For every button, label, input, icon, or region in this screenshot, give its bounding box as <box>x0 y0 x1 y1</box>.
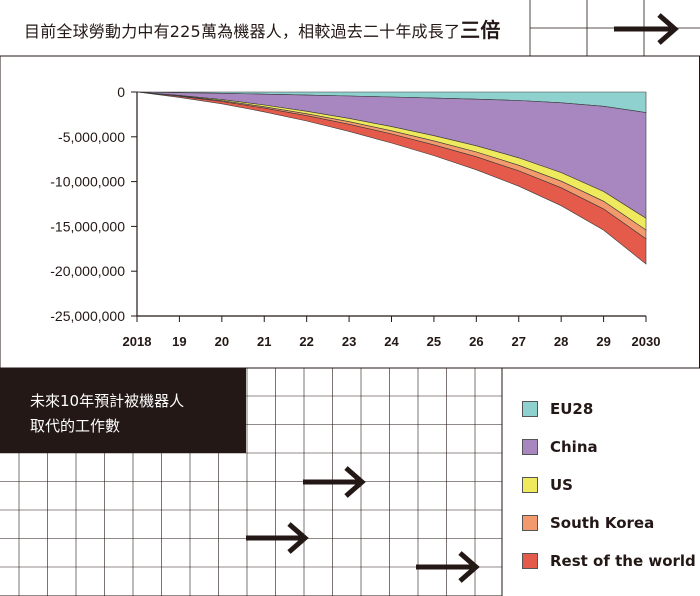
x-tick-label: 20 <box>215 334 229 349</box>
legend: EU28 China US South Korea Rest of the world <box>502 368 700 596</box>
x-tick-label: 24 <box>384 334 399 349</box>
legend-swatch <box>522 401 538 417</box>
x-tick-label: 26 <box>469 334 483 349</box>
arrow-icon <box>614 13 679 45</box>
subtitle-line-1: 未來10年預計被機器人 <box>30 392 185 410</box>
decorative-arrows <box>246 13 679 583</box>
legend-swatch <box>522 439 538 455</box>
legend-label: South Korea <box>550 514 655 532</box>
headline-text: 目前全球勞動力中有225萬為機器人，相較過去二十年成長了 <box>24 22 461 41</box>
arrow-icon <box>303 466 366 498</box>
arrow-head <box>657 13 679 45</box>
chart-plot: 0 -5,000,000 -10,000,000 -15,000,000 -20,000… <box>50 84 660 349</box>
x-tick-label: 2030 <box>632 334 661 349</box>
legend-label: US <box>550 476 573 494</box>
legend-swatch <box>522 553 538 569</box>
area-rest-of-the-world <box>136 91 647 265</box>
x-tick-label: 27 <box>512 334 526 349</box>
y-tick-label: 0 <box>117 84 125 100</box>
x-tick-label: 2018 <box>123 334 152 349</box>
y-tick-label: -20,000,000 <box>50 263 125 279</box>
x-tick-label: 23 <box>342 334 356 349</box>
arrow-icon <box>246 522 309 554</box>
arrow-head <box>458 551 480 583</box>
arrow-icon <box>416 551 480 583</box>
subtitle-line-2: 取代的工作數 <box>30 417 121 435</box>
x-tick-label: 21 <box>257 334 271 349</box>
arrow-head <box>344 466 366 498</box>
subtitle-box: 未來10年預計被機器人 取代的工作數 <box>0 368 246 453</box>
x-tick-label: 19 <box>172 334 186 349</box>
x-tick-label: 22 <box>299 334 313 349</box>
legend-label: Rest of the world <box>550 552 696 570</box>
headline-emphasis: 三倍 <box>460 18 501 42</box>
x-tick-label: 25 <box>427 334 441 349</box>
headline: 目前全球勞動力中有225萬為機器人，相較過去二十年成長了三倍 <box>24 14 501 43</box>
legend-label: EU28 <box>550 400 594 418</box>
legend-label: China <box>550 438 598 456</box>
y-tick-label: -15,000,000 <box>50 218 125 234</box>
legend-swatch <box>522 515 538 531</box>
y-tick-label: -25,000,000 <box>50 308 125 324</box>
arrow-head <box>287 522 309 554</box>
y-tick-label: -5,000,000 <box>58 129 125 145</box>
x-tick-label: 29 <box>596 334 610 349</box>
x-tick-label: 28 <box>554 334 568 349</box>
legend-swatch <box>522 477 538 493</box>
y-tick-label: -10,000,000 <box>50 174 125 190</box>
